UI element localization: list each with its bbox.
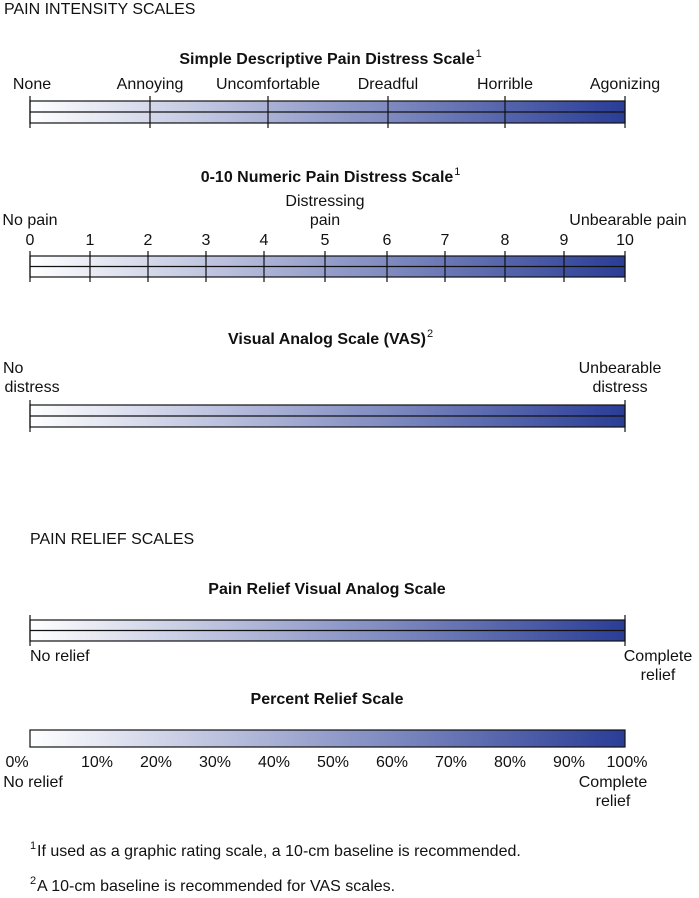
superscript: 1 (476, 48, 482, 60)
percent-label: 100% (607, 754, 648, 771)
number-label: 8 (501, 232, 510, 249)
percent-label: 0% (5, 754, 28, 771)
percent-label: 80% (494, 754, 526, 771)
anchor-label: distress (4, 379, 59, 396)
section-heading: PAIN RELIEF SCALES (30, 531, 194, 548)
anchor-label: No relief (3, 774, 63, 791)
number-label: 5 (321, 232, 330, 249)
superscript: 1 (454, 166, 460, 178)
section-heading: PAIN INTENSITY SCALES (4, 1, 195, 18)
scale-label: Dreadful (358, 76, 418, 93)
anchor-label: Unbearable (579, 360, 662, 377)
number-label: 6 (383, 232, 392, 249)
footnote-mark: 2 (30, 875, 36, 887)
anchor-label: distress (592, 379, 647, 396)
anchor-label: relief (596, 793, 631, 810)
percent-label: 40% (258, 754, 290, 771)
anchor-label: No (3, 360, 24, 377)
percent-label: 30% (199, 754, 231, 771)
scale-title: Visual Analog Scale (VAS) (228, 331, 426, 348)
number-label: 7 (441, 232, 450, 249)
superscript: 2 (427, 328, 433, 340)
scale-title: Percent Relief Scale (251, 691, 404, 708)
percent-label: 60% (376, 754, 408, 771)
anchor-label: No relief (30, 648, 90, 665)
gradient-bar (29, 729, 626, 748)
scale-title: 0-10 Numeric Pain Distress Scale (201, 169, 454, 186)
footnote-text: If used as a graphic rating scale, a 10-… (37, 843, 521, 860)
scale-label: Annoying (117, 76, 184, 93)
number-label: 3 (202, 232, 211, 249)
scale-title: Pain Relief Visual Analog Scale (208, 581, 446, 598)
anchor-label: pain (310, 212, 340, 229)
number-label: 2 (144, 232, 153, 249)
anchor-label: Distressing (285, 193, 364, 210)
anchor-label: relief (641, 667, 676, 684)
percent-label: 90% (553, 754, 585, 771)
anchor-label: Unbearable pain (569, 212, 686, 229)
anchor-label: Complete (579, 774, 648, 791)
percent-label: 10% (81, 754, 113, 771)
scale-label: Horrible (477, 76, 533, 93)
percent-label: 50% (317, 754, 349, 771)
number-label: 0 (26, 232, 35, 249)
scale-title: Simple Descriptive Pain Distress Scale (179, 51, 474, 68)
number-label: 10 (616, 232, 634, 249)
footnote-text: A 10-cm baseline is recommended for VAS … (37, 878, 395, 895)
number-label: 9 (560, 232, 569, 249)
percent-label: 70% (435, 754, 467, 771)
scale-label: Uncomfortable (216, 76, 320, 93)
scale-label: None (13, 76, 51, 93)
scale-label: Agonizing (590, 76, 660, 93)
number-label: 4 (260, 232, 269, 249)
footnote-mark: 1 (30, 840, 36, 852)
anchor-label: No pain (2, 212, 57, 229)
percent-label: 20% (140, 754, 172, 771)
anchor-label: Complete (624, 648, 693, 665)
number-label: 1 (86, 232, 95, 249)
